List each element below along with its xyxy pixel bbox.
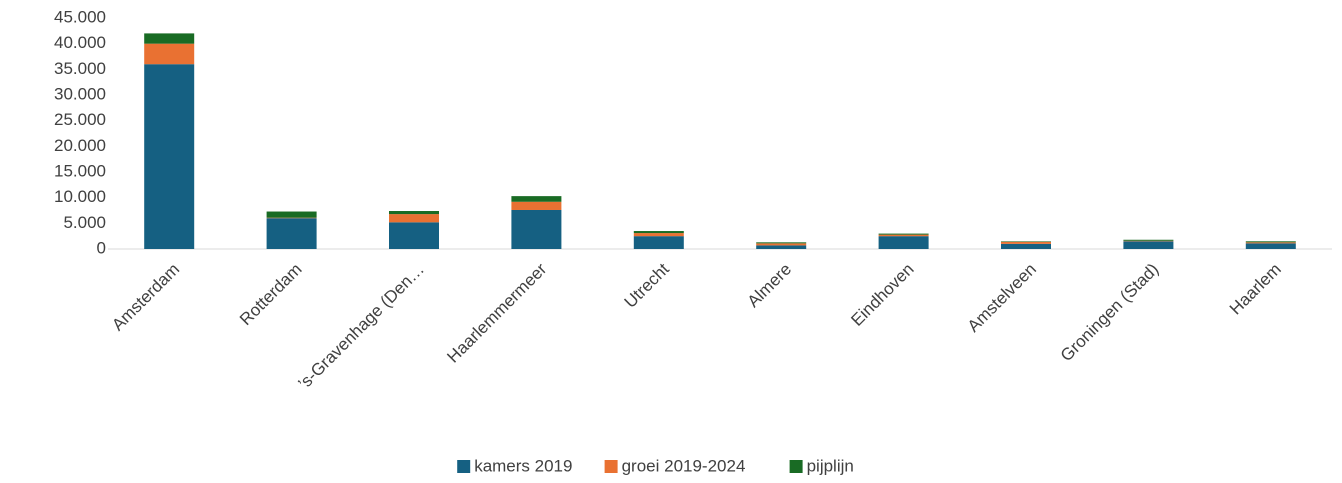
bar-segment (1001, 241, 1051, 242)
bar-segment (1001, 243, 1051, 249)
y-tick-label: 30.000 (54, 84, 106, 103)
x-tick-label: Haarlemmermeer (443, 259, 550, 366)
y-tick-label: 40.000 (54, 33, 106, 52)
bar-segment (1123, 240, 1174, 242)
bar-segment (633, 233, 684, 237)
legend-label: pijplijn (807, 456, 854, 475)
bar-segment (511, 196, 562, 202)
x-tick-label: Amsterdam (108, 260, 183, 335)
bar-segment (266, 211, 317, 218)
bar-segment (756, 242, 807, 244)
x-tick-label: Utrecht (621, 259, 673, 311)
bar-segment (266, 217, 317, 219)
x-tick-label: Amstelveen (964, 260, 1040, 336)
bar-segment (1123, 239, 1174, 241)
bar-segment (1245, 241, 1296, 243)
x-tick-label: ’s-Gravenhage (Den… (295, 260, 428, 393)
bar-segment (1001, 241, 1051, 244)
y-tick-label: 35.000 (54, 59, 106, 78)
bar-segment (144, 64, 195, 249)
bar-segment (878, 233, 929, 235)
x-tick-label: Eindhoven (847, 260, 917, 330)
bar-segment (1245, 242, 1296, 244)
bar-segment (144, 33, 195, 44)
legend-swatch (604, 460, 618, 473)
bar-segment (756, 243, 807, 246)
y-tick-label: 25.000 (54, 110, 106, 129)
bar-segment (633, 236, 684, 249)
bar-segment (144, 43, 195, 65)
bar-segment (1123, 241, 1174, 249)
bar-segment (389, 222, 439, 249)
x-tick-label: Rotterdam (236, 260, 306, 330)
legend-label: groei 2019-2024 (622, 456, 746, 475)
bar-segment (389, 211, 439, 215)
bar-segment (266, 218, 317, 249)
x-tick-label: Haarlem (1226, 260, 1285, 319)
bar-segment (511, 209, 562, 249)
bar-segment (756, 245, 807, 249)
bar-segment (389, 214, 439, 223)
legend-swatch (457, 460, 471, 473)
y-tick-label: 5.000 (63, 213, 106, 232)
y-tick-label: 20.000 (54, 136, 106, 155)
x-tick-label: Groningen (Stad) (1057, 260, 1163, 366)
y-tick-label: 15.000 (54, 161, 106, 180)
y-tick-label: 45.000 (54, 7, 106, 26)
legend-label: kamers 2019 (474, 456, 572, 475)
y-tick-label: 10.000 (54, 187, 106, 206)
bar-segment (1245, 243, 1296, 249)
bar-segment (878, 234, 929, 237)
y-tick-label: 0 (97, 238, 106, 257)
bar-segment (511, 201, 562, 210)
bar-segment (633, 231, 684, 234)
x-tick-label: Almere (744, 260, 796, 312)
legend-swatch (789, 460, 803, 473)
bar-segment (878, 236, 929, 249)
